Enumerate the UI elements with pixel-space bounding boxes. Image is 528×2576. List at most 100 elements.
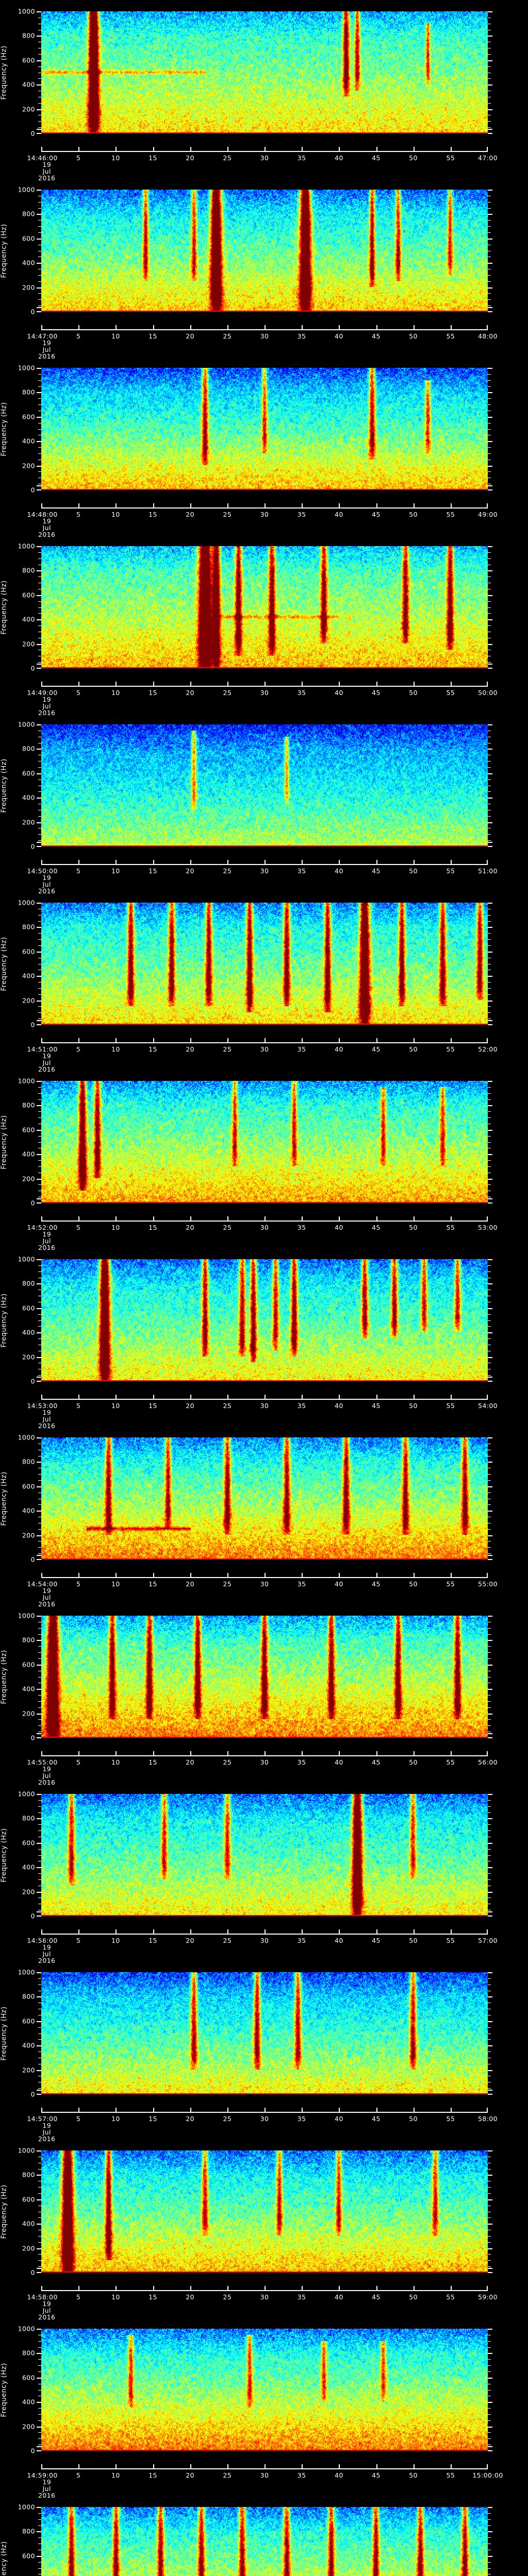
y-axis-tick — [38, 1006, 41, 1007]
spectrogram-image — [41, 2329, 488, 2451]
y-axis-tick-right — [488, 1535, 492, 1536]
date-line: Jul — [42, 1772, 51, 1780]
x-axis-start-time-label: 14:56:00 — [27, 1937, 58, 1944]
spectrogram-panel: 0 200 400 600 800 1000 Frequency (Hz) 5 10 15 20 25… — [0, 1604, 528, 1786]
y-axis-tick-label: 200 — [22, 105, 35, 113]
x-axis-tick — [450, 860, 452, 864]
y-axis-tick-right — [488, 798, 492, 799]
y-axis-tick — [38, 447, 41, 448]
axis-corner — [37, 724, 41, 725]
y-axis-tick-label: 0 — [30, 1555, 35, 1564]
spectrogram-panel: 0 200 400 600 800 1000 Frequency (Hz) 5 10 15 20 25… — [0, 2317, 528, 2499]
y-axis-tick — [38, 1824, 41, 1825]
x-axis-tick-label: 25 — [223, 2471, 232, 2479]
x-axis-tick-label: 35 — [297, 2471, 306, 2479]
spectrogram-plot-area — [37, 1437, 492, 1560]
x-axis-tick — [41, 860, 42, 864]
date-line: 2016 — [38, 2492, 56, 2499]
x-axis — [41, 682, 488, 687]
y-axis-tick-right — [488, 834, 491, 835]
x-axis-tick — [41, 325, 42, 329]
y-axis-tick-right — [488, 275, 491, 276]
y-axis-tick — [37, 60, 41, 61]
y-axis-tick-label: 0 — [30, 308, 35, 316]
x-axis-tick — [302, 503, 303, 507]
x-axis-start-time-label: 14:51:00 — [27, 1045, 58, 1053]
date-line: 2016 — [38, 1244, 56, 1251]
y-axis-tick-right — [488, 2555, 492, 2557]
x-axis-tick — [302, 2286, 303, 2290]
x-axis-tick — [487, 1751, 488, 1755]
x-axis-tick-label: 35 — [297, 867, 306, 875]
x-axis-tick — [413, 2108, 415, 2112]
y-axis-tick — [38, 275, 41, 276]
y-axis-tick — [37, 976, 41, 977]
y-axis-tick-right — [488, 552, 491, 553]
x-axis-tick — [78, 1929, 80, 1934]
axis-corner — [37, 1437, 41, 1438]
x-axis-tick — [302, 2464, 303, 2468]
x-axis-tick-label: 10 — [111, 511, 120, 518]
y-axis-tick-right — [488, 2537, 491, 2538]
y-axis-tick-label: 600 — [22, 2017, 35, 2025]
x-axis-tick — [450, 1395, 452, 1399]
x-axis-end-time-label: 54:00 — [477, 1402, 498, 1410]
y-axis-tick — [37, 1713, 41, 1715]
y-axis-tick — [38, 1547, 41, 1548]
x-axis-tick — [265, 147, 266, 151]
x-axis-tick-label: 50 — [409, 332, 418, 340]
x-axis-tick — [116, 2464, 117, 2468]
x-axis-tick — [265, 2108, 266, 2112]
x-axis-tick — [487, 1929, 488, 1934]
y-axis-tick-right — [488, 1160, 491, 1161]
y-axis-tick-right — [488, 489, 492, 490]
x-axis-tick — [41, 2108, 42, 2112]
y-axis-tick — [38, 1529, 41, 1530]
y-axis-tick — [38, 220, 41, 221]
y-axis-tick-right — [488, 447, 491, 448]
axis-corner — [488, 664, 492, 665]
y-axis-tick-right — [488, 662, 491, 663]
x-axis-tick — [116, 1573, 117, 1577]
x-axis-date-label: 19 Jul 2016 — [38, 1409, 55, 1429]
x-axis-tick — [153, 147, 154, 151]
axis-corner — [37, 546, 41, 547]
y-axis-tick — [37, 2377, 41, 2379]
spectrogram-image — [41, 1616, 488, 1738]
axis-corner — [37, 129, 41, 130]
y-axis-tick-right — [488, 1087, 491, 1088]
y-axis-tick — [38, 1707, 41, 1708]
y-axis-tick-label: 1000 — [18, 899, 35, 907]
axis-corner — [37, 11, 41, 12]
x-axis-tick — [190, 2108, 191, 2112]
x-axis-tick — [302, 2108, 303, 2112]
y-axis-tick-right — [488, 1511, 492, 1512]
x-axis-tick — [227, 1929, 228, 1934]
y-axis-tick-label: 600 — [22, 1126, 35, 1134]
x-axis-tick — [41, 1751, 42, 1755]
y-axis-tick — [37, 1381, 41, 1382]
x-axis-tick — [376, 860, 377, 864]
x-axis-tick — [265, 325, 266, 329]
date-line: Jul — [42, 524, 51, 532]
x-axis-tick — [376, 503, 377, 507]
y-axis-tick-right — [488, 2094, 492, 2095]
y-axis-tick — [38, 607, 41, 608]
y-axis-tick — [38, 453, 41, 454]
axis-corner — [488, 1555, 492, 1556]
y-axis-tick — [38, 613, 41, 614]
x-axis — [41, 2464, 488, 2469]
y-axis-tick-right — [488, 1867, 492, 1869]
x-axis-tick — [376, 2108, 377, 2112]
x-axis-tick-label: 50 — [409, 1224, 418, 1231]
date-line: Jul — [42, 880, 51, 888]
y-axis-tick — [38, 840, 41, 841]
spectrogram-plot-area — [37, 368, 492, 490]
x-axis-tick-label: 10 — [111, 1937, 120, 1944]
spectrogram-panel: 0 200 400 600 800 1000 Frequency (Hz) 5 10 15 20 25… — [0, 535, 528, 717]
y-axis-tick-label: 400 — [22, 1506, 35, 1515]
spectrogram-image — [41, 11, 488, 133]
y-axis-tick-label: 200 — [22, 640, 35, 648]
date-line: Jul — [42, 2128, 51, 2136]
x-axis-tick — [153, 1395, 154, 1399]
